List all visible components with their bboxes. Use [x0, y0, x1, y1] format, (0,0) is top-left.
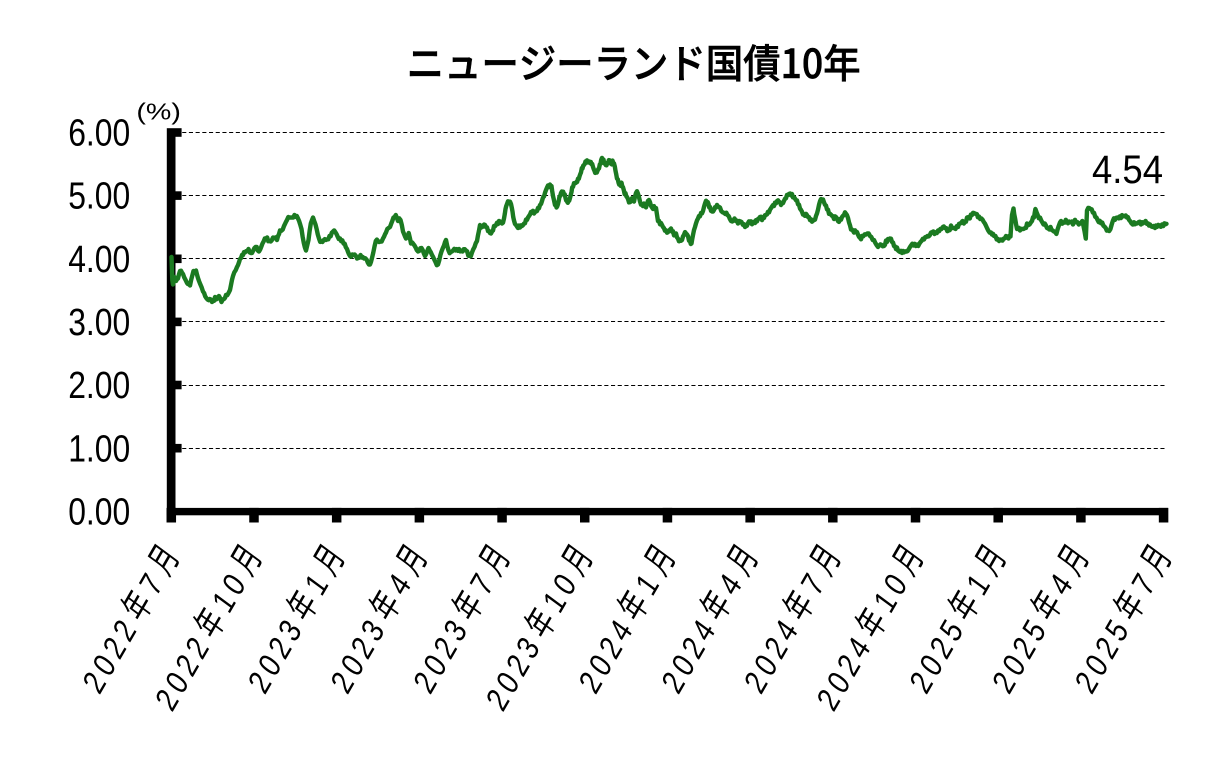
svg-text:1.00: 1.00: [68, 428, 130, 470]
svg-text:6.00: 6.00: [68, 113, 130, 155]
svg-text:0.00: 0.00: [68, 491, 130, 533]
svg-text:(%): (%): [136, 99, 181, 125]
svg-text:4.00: 4.00: [68, 239, 130, 281]
svg-text:4.54: 4.54: [1092, 148, 1163, 192]
svg-text:3.00: 3.00: [68, 302, 130, 344]
svg-text:2.00: 2.00: [68, 365, 130, 407]
svg-text:5.00: 5.00: [68, 176, 130, 218]
